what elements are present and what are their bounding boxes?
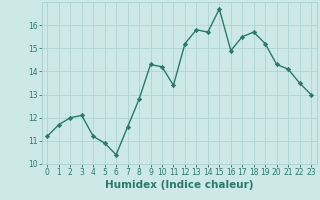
X-axis label: Humidex (Indice chaleur): Humidex (Indice chaleur) bbox=[105, 180, 253, 190]
